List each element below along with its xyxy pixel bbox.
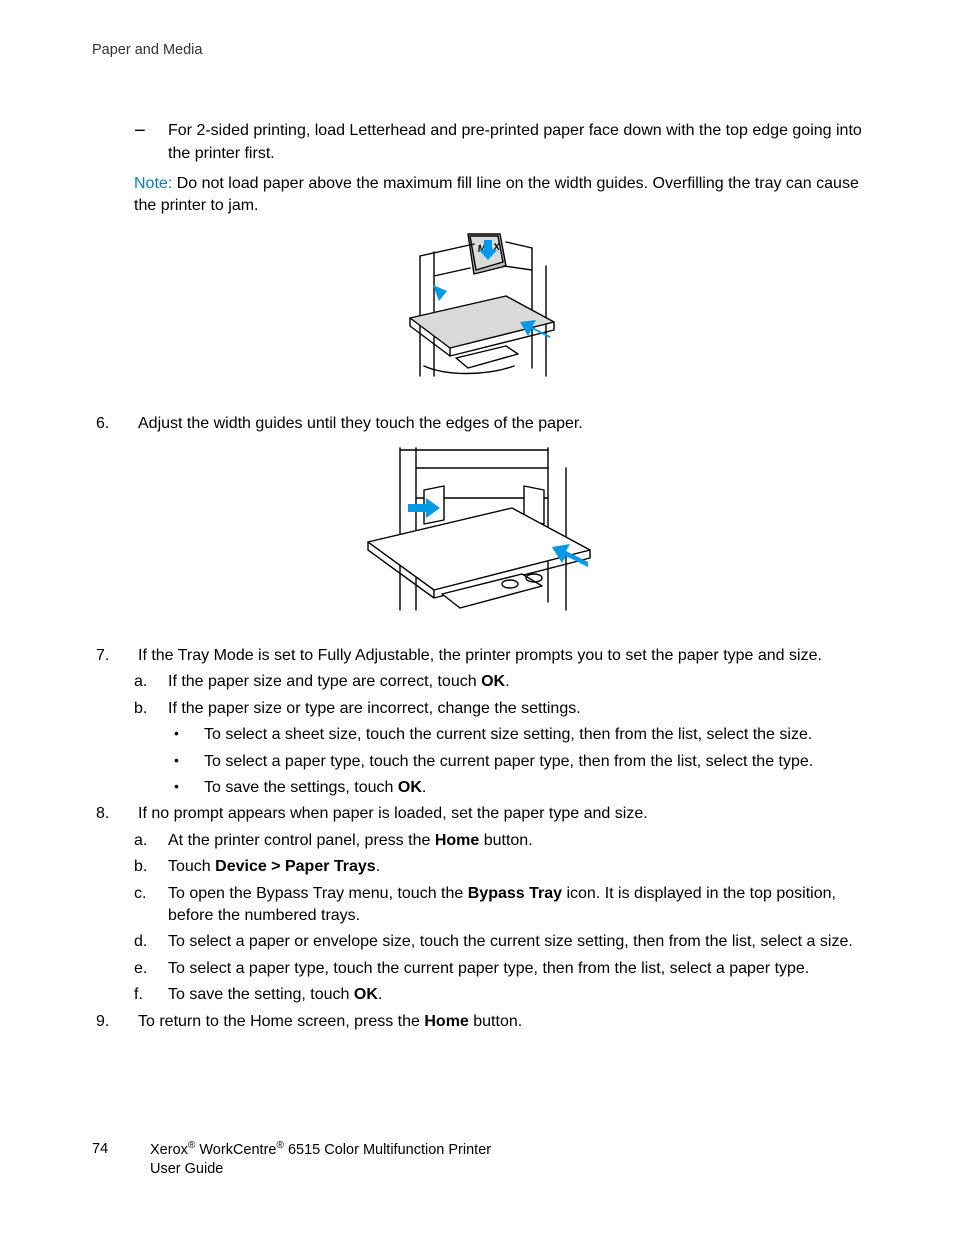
alpha-text: To open the Bypass Tray menu, touch the … bbox=[168, 883, 862, 928]
step-9: 9. To return to the Home screen, press t… bbox=[92, 1011, 862, 1033]
alpha-marker: a. bbox=[134, 671, 168, 693]
step-7b: b. If the paper size or type are incorre… bbox=[134, 698, 862, 720]
text-run: Xerox bbox=[150, 1142, 188, 1158]
bullet-text: To select a paper type, touch the curren… bbox=[204, 751, 862, 773]
alpha-text: To select a paper type, touch the curren… bbox=[168, 958, 862, 980]
text-run: . bbox=[422, 779, 426, 796]
step-8d: d. To select a paper or envelope size, t… bbox=[134, 931, 862, 953]
text-run: User Guide bbox=[150, 1161, 223, 1177]
bold-run: OK bbox=[481, 673, 505, 690]
bullet-marker: • bbox=[174, 724, 204, 746]
text-run: 6515 Color Multifunction Printer bbox=[284, 1142, 491, 1158]
alpha-marker: e. bbox=[134, 958, 168, 980]
bold-run: Home bbox=[424, 1013, 468, 1030]
text-run: To save the setting, touch bbox=[168, 986, 354, 1003]
text-run: Touch bbox=[168, 858, 215, 875]
bullet-marker: • bbox=[174, 751, 204, 773]
text-run: . bbox=[378, 986, 382, 1003]
step-8f: f. To save the setting, touch OK. bbox=[134, 984, 862, 1006]
step-text: Adjust the width guides until they touch… bbox=[138, 413, 862, 435]
bold-run: OK bbox=[354, 986, 378, 1003]
bold-run: OK bbox=[398, 779, 422, 796]
step-marker: 6. bbox=[92, 413, 138, 435]
running-header: Paper and Media bbox=[92, 40, 862, 60]
alpha-marker: c. bbox=[134, 883, 168, 928]
step-8c: c. To open the Bypass Tray menu, touch t… bbox=[134, 883, 862, 928]
step-6: 6. Adjust the width guides until they to… bbox=[92, 413, 862, 435]
text-run: To open the Bypass Tray menu, touch the bbox=[168, 885, 468, 902]
alpha-marker: b. bbox=[134, 698, 168, 720]
bullet-marker: • bbox=[174, 777, 204, 799]
alpha-marker: d. bbox=[134, 931, 168, 953]
text-run: button. bbox=[469, 1013, 522, 1030]
step-8b: b. Touch Device > Paper Trays. bbox=[134, 856, 862, 878]
alpha-marker: b. bbox=[134, 856, 168, 878]
dash-list-item: − For 2-sided printing, load Letterhead … bbox=[134, 120, 862, 165]
step-7: 7. If the Tray Mode is set to Fully Adju… bbox=[92, 645, 862, 667]
alpha-text: If the paper size or type are incorrect,… bbox=[168, 698, 862, 720]
alpha-text: At the printer control panel, press the … bbox=[168, 830, 862, 852]
alpha-text: Touch Device > Paper Trays. bbox=[168, 856, 862, 878]
dash-text: For 2-sided printing, load Letterhead an… bbox=[168, 120, 862, 165]
alpha-text: To select a paper or envelope size, touc… bbox=[168, 931, 862, 953]
bullet-text: To select a sheet size, touch the curren… bbox=[204, 724, 862, 746]
text-run: To return to the Home screen, press the bbox=[138, 1013, 424, 1030]
step-text: If no prompt appears when paper is loade… bbox=[138, 803, 862, 825]
figure-width-guides bbox=[92, 442, 862, 627]
bold-run: Home bbox=[435, 832, 479, 849]
note-label: Note: bbox=[134, 175, 172, 192]
reg-mark: ® bbox=[276, 1140, 283, 1151]
text-run: . bbox=[376, 858, 380, 875]
step-marker: 9. bbox=[92, 1011, 138, 1033]
step-8e: e. To select a paper type, touch the cur… bbox=[134, 958, 862, 980]
figure-max-fill: MAX bbox=[92, 226, 862, 395]
page-number: 74 bbox=[92, 1139, 150, 1179]
text-run: To save the settings, touch bbox=[204, 779, 398, 796]
step-text: If the Tray Mode is set to Fully Adjusta… bbox=[138, 645, 862, 667]
text-run: WorkCentre bbox=[195, 1142, 276, 1158]
note-block: Note: Do not load paper above the maximu… bbox=[134, 173, 862, 218]
page-footer: 74 Xerox® WorkCentre® 6515 Color Multifu… bbox=[92, 1139, 491, 1179]
step-8a: a. At the printer control panel, press t… bbox=[134, 830, 862, 852]
bold-run: Bypass Tray bbox=[468, 885, 562, 902]
step-8: 8. If no prompt appears when paper is lo… bbox=[92, 803, 862, 825]
text-run: At the printer control panel, press the bbox=[168, 832, 435, 849]
text-run: button. bbox=[479, 832, 532, 849]
dash-marker: − bbox=[134, 120, 168, 165]
text-run: . bbox=[505, 673, 509, 690]
bullet-text: To save the settings, touch OK. bbox=[204, 777, 862, 799]
footer-product: Xerox® WorkCentre® 6515 Color Multifunct… bbox=[150, 1139, 491, 1179]
alpha-text: If the paper size and type are correct, … bbox=[168, 671, 862, 693]
step-7b-bullet-3: • To save the settings, touch OK. bbox=[174, 777, 862, 799]
text-run: If the paper size and type are correct, … bbox=[168, 673, 481, 690]
step-marker: 8. bbox=[92, 803, 138, 825]
alpha-marker: f. bbox=[134, 984, 168, 1006]
step-7b-bullet-2: • To select a paper type, touch the curr… bbox=[174, 751, 862, 773]
step-7b-bullet-1: • To select a sheet size, touch the curr… bbox=[174, 724, 862, 746]
step-7a: a. If the paper size and type are correc… bbox=[134, 671, 862, 693]
note-text: Do not load paper above the maximum fill… bbox=[134, 175, 859, 214]
alpha-marker: a. bbox=[134, 830, 168, 852]
alpha-text: To save the setting, touch OK. bbox=[168, 984, 862, 1006]
step-marker: 7. bbox=[92, 645, 138, 667]
bold-run: Device > Paper Trays bbox=[215, 858, 376, 875]
step-text: To return to the Home screen, press the … bbox=[138, 1011, 862, 1033]
